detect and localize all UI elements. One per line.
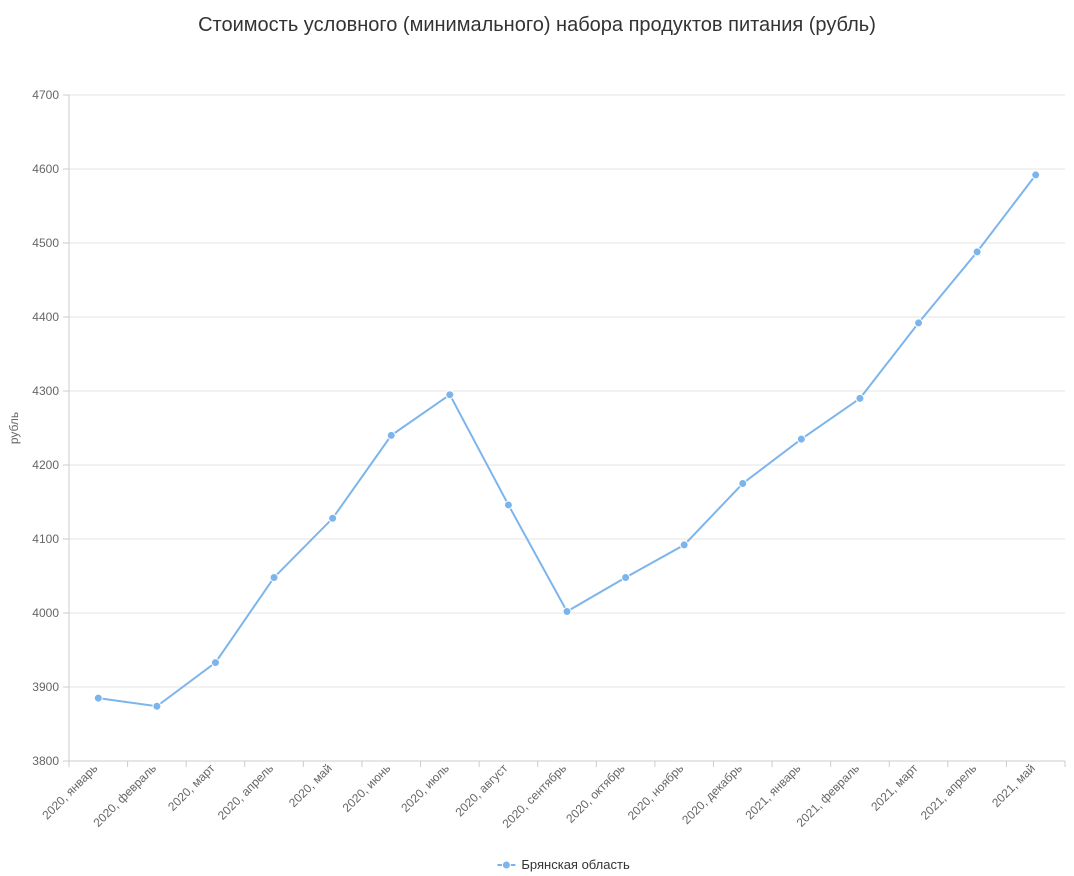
data-point[interactable] <box>153 702 161 710</box>
x-tick-label: 2020, июль <box>398 761 452 815</box>
data-point[interactable] <box>1032 171 1040 179</box>
x-tick-label: 2020, май <box>286 761 335 810</box>
x-tick-label: 2021, январь <box>742 761 803 822</box>
data-point[interactable] <box>856 394 864 402</box>
data-point[interactable] <box>329 514 337 522</box>
data-point[interactable] <box>915 319 923 327</box>
y-tick-label: 4100 <box>32 532 59 546</box>
x-tick-label: 2020, март <box>165 761 218 814</box>
y-tick-label: 4300 <box>32 384 59 398</box>
x-tick-label: 2020, июнь <box>340 761 394 815</box>
y-tick-label: 4200 <box>32 458 59 472</box>
x-tick-label: 2020, декабрь <box>679 761 745 827</box>
series-line <box>98 175 1035 706</box>
data-point[interactable] <box>973 248 981 256</box>
data-point[interactable] <box>797 435 805 443</box>
y-tick-label: 4700 <box>32 88 59 102</box>
y-tick-label: 3900 <box>32 680 59 694</box>
chart-title: Стоимость условного (минимального) набор… <box>0 0 1074 37</box>
x-tick-label: 2020, август <box>452 761 510 819</box>
y-tick-label: 3800 <box>32 754 59 768</box>
legend[interactable]: Брянская область <box>497 857 630 872</box>
x-tick-label: 2021, май <box>989 761 1038 810</box>
y-axis-title: рубль <box>7 412 21 444</box>
x-tick-label: 2021, февраль <box>794 761 863 830</box>
chart-svg: 3800 3900 4000 4100 4200 4300 4400 4500 4600 4700… <box>0 37 1074 873</box>
x-tick-label: 2020, январь <box>39 761 100 822</box>
y-tick-label: 4600 <box>32 162 59 176</box>
data-point[interactable] <box>739 480 747 488</box>
x-tick-label: 2021, апрель <box>918 761 979 822</box>
data-point[interactable] <box>622 573 630 581</box>
x-tick-label: 2020, апрель <box>215 761 276 822</box>
data-point[interactable] <box>387 431 395 439</box>
data-point[interactable] <box>94 694 102 702</box>
x-tick-label: 2020, октябрь <box>563 761 628 826</box>
x-tick-label: 2020, февраль <box>90 761 159 830</box>
data-point[interactable] <box>563 608 571 616</box>
legend-marker-dot <box>502 861 510 869</box>
x-tick-label: 2020, ноябрь <box>625 761 686 822</box>
data-point[interactable] <box>270 573 278 581</box>
y-tick-label: 4500 <box>32 236 59 250</box>
data-point[interactable] <box>446 391 454 399</box>
y-tick-label: 4400 <box>32 310 59 324</box>
data-point[interactable] <box>211 659 219 667</box>
data-point[interactable] <box>680 541 688 549</box>
x-tick-label: 2021, март <box>868 761 921 814</box>
legend-label: Брянская область <box>521 857 630 872</box>
data-point[interactable] <box>504 501 512 509</box>
y-tick-label: 4000 <box>32 606 59 620</box>
